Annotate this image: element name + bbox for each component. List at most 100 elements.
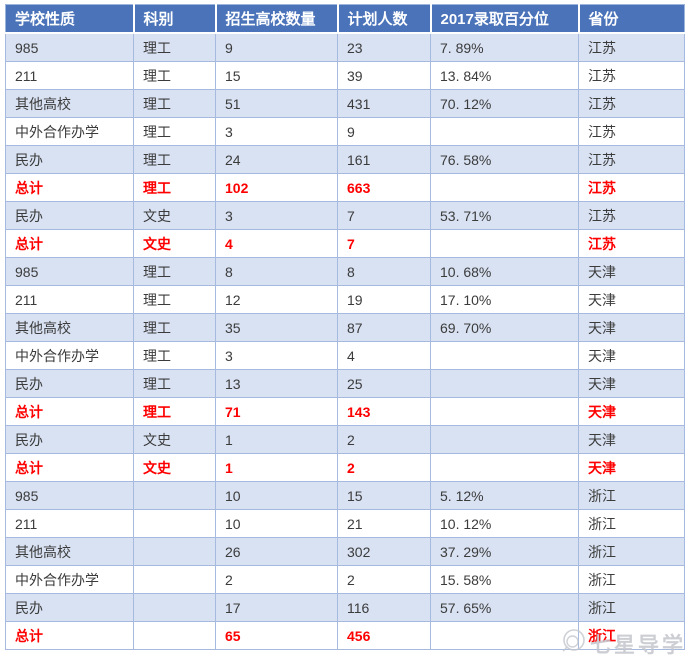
- table-cell: 理工: [133, 341, 216, 370]
- table-cell: [133, 481, 216, 510]
- table-row: 985 理工 9 23 7. 89% 江苏: [5, 32, 685, 62]
- table-cell: 2: [337, 565, 431, 594]
- table-cell: [430, 453, 579, 482]
- table-cell: 3: [215, 117, 338, 146]
- table-cell: 浙江: [578, 565, 685, 594]
- table-row: 民办 文史 3 7 53. 71% 江苏: [5, 201, 685, 230]
- table-cell: [430, 369, 579, 398]
- table-cell: 7. 89%: [430, 32, 579, 62]
- table-row-total: 总计 理工 102 663 江苏: [5, 173, 685, 202]
- table-cell: 民办: [5, 593, 134, 622]
- table-cell: 总计: [5, 453, 134, 482]
- table-cell: 23: [337, 32, 431, 62]
- table-cell: 江苏: [578, 229, 685, 258]
- table-cell: 天津: [578, 313, 685, 342]
- table-row-total: 总计 65 456 浙江: [5, 621, 685, 650]
- table-cell: [430, 397, 579, 426]
- table-cell: 浙江: [578, 481, 685, 510]
- table-cell: 15. 58%: [430, 565, 579, 594]
- table-cell: 总计: [5, 621, 134, 650]
- table-cell: 985: [5, 257, 134, 286]
- table-row: 985 10 15 5. 12% 浙江: [5, 481, 685, 510]
- table-cell: 天津: [578, 453, 685, 482]
- table-cell: [133, 565, 216, 594]
- table-row: 民办 理工 24 161 76. 58% 江苏: [5, 145, 685, 174]
- table-header: 学校性质 科别 招生高校数量 计划人数 2017录取百分位 省份: [5, 4, 685, 34]
- table-cell: 江苏: [578, 117, 685, 146]
- table-cell: 5. 12%: [430, 481, 579, 510]
- table-cell: 其他高校: [5, 313, 134, 342]
- table-cell: 总计: [5, 229, 134, 258]
- table-cell: 1: [215, 425, 338, 454]
- table-cell: 431: [337, 89, 431, 118]
- column-header-college-count: 招生高校数量: [214, 4, 338, 34]
- table-cell: 10. 68%: [430, 257, 579, 286]
- table-cell: 87: [337, 313, 431, 342]
- table-cell: 天津: [578, 397, 685, 426]
- table-cell: 161: [337, 145, 431, 174]
- table-row: 其他高校 理工 51 431 70. 12% 江苏: [5, 89, 685, 118]
- table-cell: 69. 70%: [430, 313, 579, 342]
- admission-stats-table: 学校性质 科别 招生高校数量 计划人数 2017录取百分位 省份 985 理工 9 2…: [5, 4, 685, 650]
- table-cell: 理工: [133, 173, 216, 202]
- table-cell: 70. 12%: [430, 89, 579, 118]
- table-cell: 19: [337, 285, 431, 314]
- table-cell: 7: [337, 201, 431, 230]
- table-cell: 天津: [578, 285, 685, 314]
- table-cell: 21: [337, 509, 431, 538]
- table-row: 中外合作办学 理工 3 9 江苏: [5, 117, 685, 146]
- table-cell: [133, 621, 216, 650]
- table-cell: 1: [215, 453, 338, 482]
- table-row-total: 总计 理工 71 143 天津: [5, 397, 685, 426]
- table-cell: [430, 341, 579, 370]
- table-cell: 江苏: [578, 32, 685, 62]
- table-cell: 102: [215, 173, 338, 202]
- table-cell: 天津: [578, 425, 685, 454]
- table-cell: 天津: [578, 257, 685, 286]
- table-cell: 理工: [133, 369, 216, 398]
- table-cell: 10: [215, 509, 338, 538]
- table-cell: 2: [215, 565, 338, 594]
- table-row: 985 理工 8 8 10. 68% 天津: [5, 257, 685, 286]
- table-cell: 浙江: [578, 509, 685, 538]
- table-cell: 总计: [5, 173, 134, 202]
- column-header-subject: 科别: [132, 4, 216, 34]
- table-cell: 文史: [133, 453, 216, 482]
- table-cell: 10: [215, 481, 338, 510]
- table-cell: 江苏: [578, 89, 685, 118]
- table-cell: 4: [215, 229, 338, 258]
- table-cell: 25: [337, 369, 431, 398]
- table-cell: 65: [215, 621, 338, 650]
- table-cell: 302: [337, 537, 431, 566]
- table-cell: 71: [215, 397, 338, 426]
- table-cell: 2: [337, 453, 431, 482]
- table-cell: 理工: [133, 32, 216, 62]
- table-row: 其他高校 理工 35 87 69. 70% 天津: [5, 313, 685, 342]
- table-cell: 9: [337, 117, 431, 146]
- table-row: 211 理工 12 19 17. 10% 天津: [5, 285, 685, 314]
- table-cell: 理工: [133, 397, 216, 426]
- table-cell: 文史: [133, 425, 216, 454]
- table-cell: 其他高校: [5, 89, 134, 118]
- table-cell: [430, 425, 579, 454]
- table-cell: 理工: [133, 117, 216, 146]
- table-cell: 7: [337, 229, 431, 258]
- table-cell: 4: [337, 341, 431, 370]
- table-row: 民办 文史 1 2 天津: [5, 425, 685, 454]
- table-cell: [430, 621, 579, 650]
- table-cell: 76. 58%: [430, 145, 579, 174]
- table-cell: [430, 173, 579, 202]
- admission-stats-table-wrap: 学校性质 科别 招生高校数量 计划人数 2017录取百分位 省份 985 理工 9 2…: [5, 4, 685, 650]
- table-cell: 211: [5, 61, 134, 90]
- table-cell: 总计: [5, 397, 134, 426]
- table-cell: 24: [215, 145, 338, 174]
- table-cell: 民办: [5, 369, 134, 398]
- table-row: 211 10 21 10. 12% 浙江: [5, 509, 685, 538]
- table-cell: 理工: [133, 313, 216, 342]
- table-cell: 456: [337, 621, 431, 650]
- table-cell: 江苏: [578, 145, 685, 174]
- table-row: 中外合作办学 理工 3 4 天津: [5, 341, 685, 370]
- column-header-province: 省份: [577, 4, 685, 34]
- table-cell: 江苏: [578, 61, 685, 90]
- table-cell: 9: [215, 32, 338, 62]
